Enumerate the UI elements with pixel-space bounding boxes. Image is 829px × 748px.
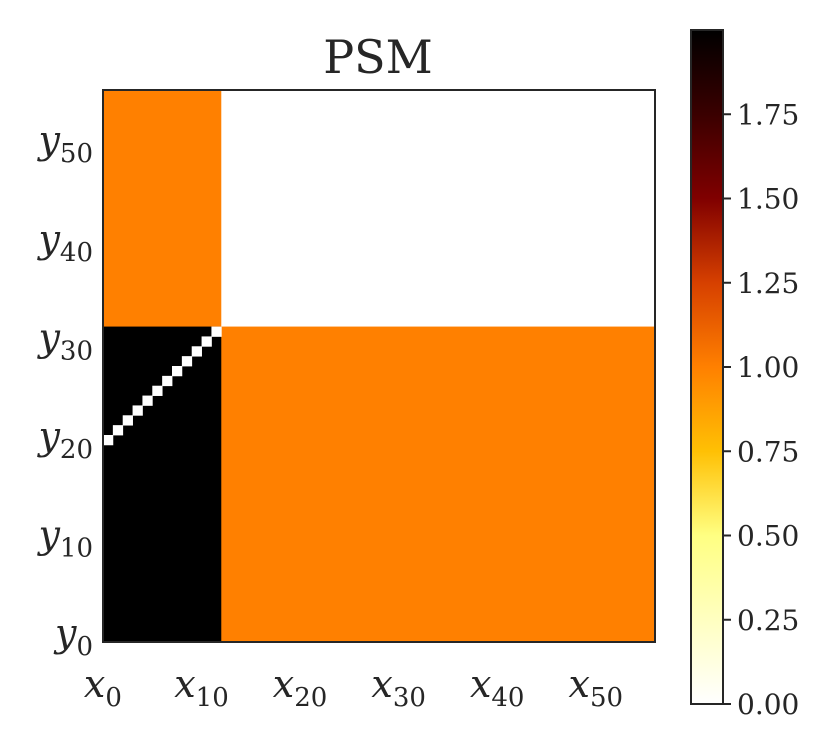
- y-tick-subscript: 40: [60, 238, 93, 268]
- colorbar-tick-label: 0.50: [737, 520, 799, 553]
- x-tick-base: x: [84, 662, 105, 706]
- y-tick-label: y0: [53, 611, 93, 662]
- x-tick-label: x0: [84, 662, 122, 713]
- y-tick-base: y: [36, 414, 60, 458]
- colorbar-tick-label: 1.00: [737, 351, 799, 384]
- colorbar-tick-label: 0.25: [737, 604, 799, 637]
- y-tick-base: y: [36, 118, 60, 162]
- y-tick-subscript: 0: [76, 632, 93, 662]
- x-tick-label: x50: [569, 662, 624, 713]
- x-tick-base: x: [470, 662, 491, 706]
- colorbar-tick-label: 0.75: [737, 435, 799, 468]
- y-tick-label: y50: [36, 118, 93, 169]
- y-tick-subscript: 50: [60, 139, 93, 169]
- x-tick-subscript: 50: [590, 683, 623, 713]
- x-tick-subscript: 0: [105, 683, 122, 713]
- colorbar-tick-label: 0.00: [737, 688, 799, 721]
- diagonal-cell: [122, 415, 133, 426]
- diagonal-cell: [211, 326, 222, 337]
- diagonal-cell: [103, 435, 114, 446]
- y-tick-label: y20: [36, 414, 93, 465]
- y-tick-base: y: [36, 315, 60, 359]
- y-tick-base: y: [36, 513, 60, 557]
- x-tick-base: x: [174, 662, 195, 706]
- diagonal-cell: [132, 405, 143, 416]
- heatmap-region-1: [103, 90, 222, 328]
- x-tick-label: x40: [470, 662, 525, 713]
- x-tick-subscript: 10: [196, 683, 229, 713]
- heatmap-region-4: [221, 326, 656, 643]
- y-tick-subscript: 30: [60, 336, 93, 366]
- y-tick-base: y: [36, 217, 60, 261]
- x-tick-label: x30: [371, 662, 426, 713]
- heatmap-region-2: [221, 90, 656, 328]
- diagonal-cell: [201, 336, 212, 347]
- y-tick-subscript: 10: [60, 534, 93, 564]
- diagonal-cell: [112, 425, 124, 436]
- x-tick-label: x20: [273, 662, 328, 713]
- x-tick-subscript: 20: [294, 683, 327, 713]
- y-tick-subscript: 20: [60, 435, 93, 465]
- x-tick-base: x: [273, 662, 294, 706]
- x-tick-label: x10: [174, 662, 229, 713]
- diagonal-cell: [162, 375, 173, 387]
- x-tick-base: x: [371, 662, 392, 706]
- x-axis-ticks: x0 x10 x20 x30 x40 x50: [84, 662, 623, 713]
- x-tick-base: x: [569, 662, 590, 706]
- chart-title: PSM: [323, 30, 433, 84]
- y-tick-base: y: [53, 611, 77, 655]
- diagonal-cell: [172, 366, 183, 377]
- colorbar: 0.00 0.25 0.50 0.75 1.00 1.25 1.50 1.75: [690, 29, 799, 721]
- colorbar-tick-label: 1.75: [737, 98, 799, 131]
- diagonal-cell: [152, 385, 163, 396]
- y-tick-label: y10: [36, 513, 93, 564]
- diagonal-cell: [142, 395, 153, 406]
- colorbar-tick-label: 1.25: [737, 267, 799, 300]
- x-tick-subscript: 40: [491, 683, 524, 713]
- diagonal-cell: [181, 356, 193, 367]
- y-tick-label: y30: [36, 315, 93, 366]
- heatmap-cells: [103, 90, 656, 643]
- x-tick-subscript: 30: [393, 683, 426, 713]
- y-tick-label: y40: [36, 217, 93, 268]
- colorbar-tick-label: 1.50: [737, 183, 799, 216]
- heatmap-region-3: [103, 326, 222, 643]
- colorbar-gradient: [691, 30, 723, 704]
- diagonal-cell: [191, 346, 202, 357]
- plot-frame: [102, 89, 656, 643]
